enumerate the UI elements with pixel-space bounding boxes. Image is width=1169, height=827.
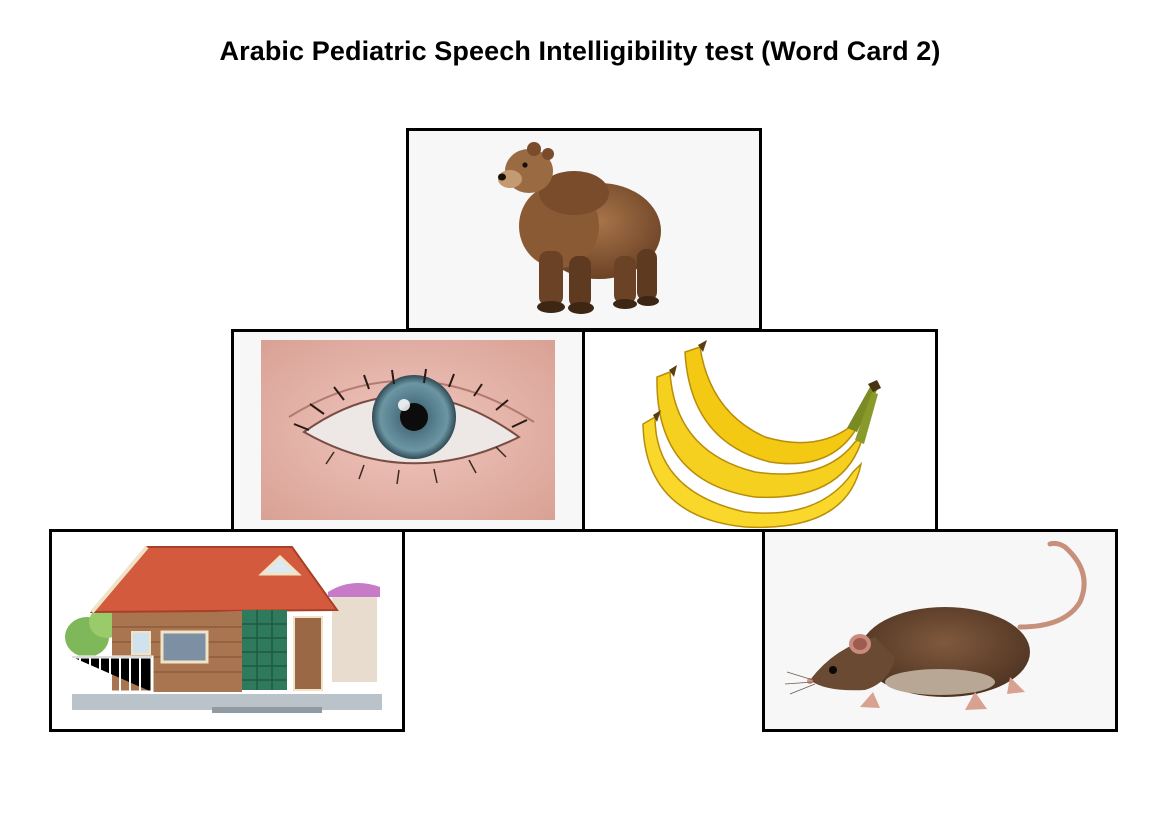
bear-icon <box>498 142 661 314</box>
word-card-eye[interactable] <box>231 329 585 532</box>
banana-icon <box>585 332 935 529</box>
house-icon <box>52 532 402 729</box>
word-card-banana[interactable] <box>582 329 938 532</box>
eye-icon <box>261 340 555 520</box>
page-title: Arabic Pediatric Speech Intelligibility … <box>219 36 941 66</box>
word-card-rat[interactable] <box>762 529 1118 732</box>
word-card-bear[interactable] <box>406 128 762 331</box>
rat-icon <box>784 540 1087 710</box>
word-card-house[interactable] <box>49 529 405 732</box>
